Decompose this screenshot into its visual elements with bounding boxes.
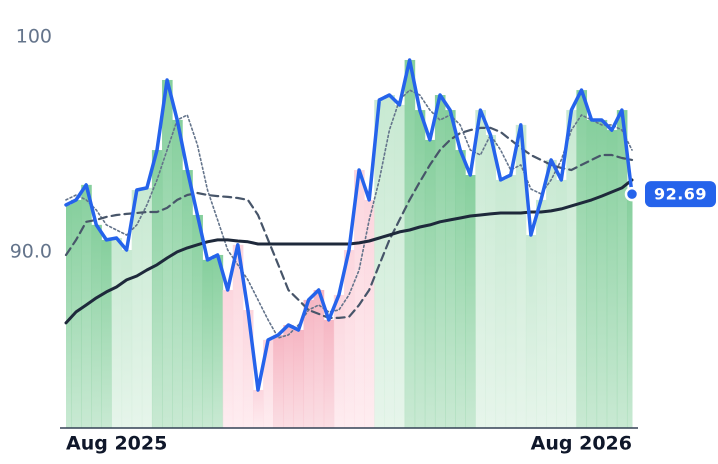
series-line	[64, 58, 634, 392]
regime-band	[535, 199, 547, 428]
regime-band	[495, 179, 507, 428]
regime-band	[323, 319, 335, 428]
regime-band	[273, 334, 284, 428]
regime-band	[434, 95, 446, 429]
regime-band	[263, 339, 274, 428]
y-tick-label: 90.0	[10, 240, 52, 262]
regime-band	[374, 99, 385, 429]
regime-band	[485, 134, 497, 428]
regime-band	[66, 204, 72, 428]
regime-band	[515, 124, 527, 429]
regime-band	[445, 110, 456, 428]
regime-band	[182, 170, 193, 428]
regime-band	[404, 59, 416, 428]
regime-band	[343, 250, 355, 428]
regime-band	[283, 325, 294, 428]
regime-band	[465, 174, 476, 428]
regime-band	[212, 254, 224, 428]
regime-band	[505, 174, 517, 428]
regime-band	[455, 150, 466, 428]
bands	[66, 59, 633, 429]
last-value-label: 92.69	[654, 185, 707, 204]
regime-band	[252, 389, 264, 428]
regime-band	[101, 239, 112, 428]
regime-band	[121, 250, 133, 428]
regime-band	[192, 214, 203, 428]
regime-band	[364, 199, 375, 428]
lines	[64, 58, 634, 392]
regime-band	[131, 190, 143, 428]
regime-band	[303, 299, 315, 428]
regime-band	[556, 179, 567, 428]
last-point	[624, 186, 640, 202]
regime-band	[384, 95, 395, 429]
regime-band	[172, 119, 183, 428]
regime-band	[546, 159, 557, 428]
regime-band	[151, 150, 163, 428]
regime-band	[606, 130, 618, 429]
regime-band	[394, 104, 406, 429]
regime-band	[586, 119, 598, 428]
x-tick-label: Aug 2026	[531, 433, 632, 455]
regime-band	[162, 79, 173, 428]
regime-band	[596, 119, 608, 428]
regime-band	[525, 234, 537, 428]
series-line	[65, 89, 633, 339]
x-tick-label: Aug 2025	[66, 433, 167, 455]
regime-band	[222, 289, 234, 428]
regime-band	[414, 110, 426, 428]
regime-band	[71, 199, 82, 428]
regime-band	[202, 259, 214, 428]
regime-band	[111, 237, 123, 428]
regime-band	[232, 244, 244, 428]
regime-band	[626, 194, 633, 428]
regime-band	[242, 309, 254, 428]
regime-band	[141, 187, 153, 428]
y-tick-label: 100	[16, 25, 52, 47]
regime-band	[424, 139, 436, 429]
regime-band	[475, 110, 486, 428]
regime-band	[354, 170, 365, 428]
regime-band	[566, 110, 577, 428]
regime-band	[313, 289, 325, 428]
value-pill	[645, 181, 716, 208]
regime-band	[333, 294, 345, 428]
regime-band	[576, 90, 588, 428]
series-line	[64, 126, 634, 319]
regime-band	[293, 329, 305, 428]
regime-band	[91, 224, 102, 428]
regime-band	[616, 110, 628, 428]
